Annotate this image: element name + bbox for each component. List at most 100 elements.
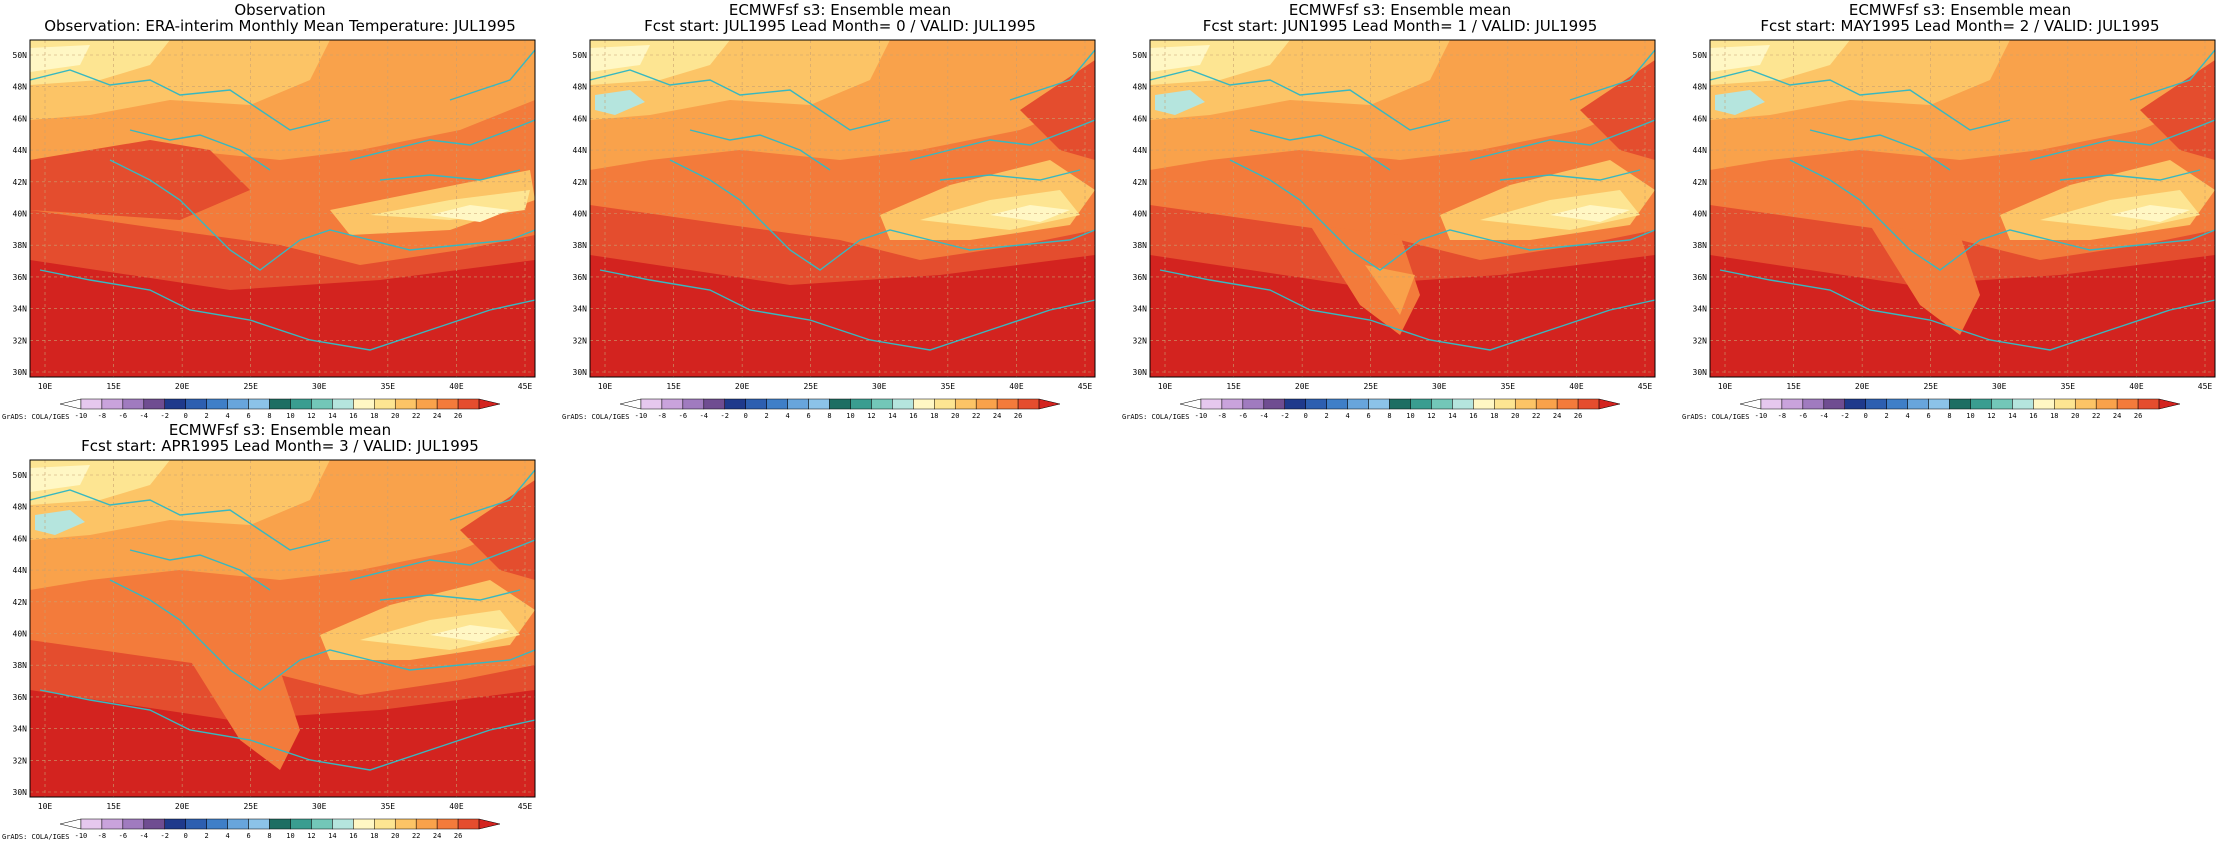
contour-region <box>1715 90 1765 115</box>
lon-label: 25E <box>243 382 258 391</box>
colorbar-label: -2 <box>161 412 169 420</box>
lat-label: 48N <box>1693 83 1708 92</box>
colorbar-label: 18 <box>370 832 378 840</box>
lat-label: 50N <box>1693 51 1708 60</box>
colorbar-label: -8 <box>1778 412 1786 420</box>
contour-region <box>190 660 300 770</box>
colorbar-swatch <box>59 398 82 410</box>
map-frame <box>29 39 536 378</box>
colorbar-swatch <box>394 398 417 410</box>
contour-region <box>595 90 645 115</box>
lat-label: 44N <box>13 566 28 575</box>
contour-region <box>35 510 85 535</box>
lon-label: 15E <box>106 802 121 811</box>
colorbar-swatch <box>101 818 124 830</box>
panel-subtitle: Fcst start: APR1995 Lead Month= 3 / VALI… <box>81 437 479 455</box>
lon-label: 35E <box>381 382 396 391</box>
coastline <box>1249 129 1391 171</box>
colorbar-label: 4 <box>226 412 230 420</box>
temperature-field <box>30 460 535 797</box>
lon-label: 20E <box>175 382 190 391</box>
lon-label: 10E <box>1158 382 1173 391</box>
lon-label: 30E <box>1432 382 1447 391</box>
colorbar-swatch <box>394 818 417 830</box>
map-frame <box>589 39 1096 378</box>
colorbar-label: 18 <box>370 412 378 420</box>
colorbar-swatch <box>122 818 145 830</box>
coastline <box>1789 159 1981 271</box>
colorbar-swatch <box>1823 398 1846 410</box>
coastline <box>599 269 1095 351</box>
colorbar-label: 12 <box>307 412 315 420</box>
colorbar-label: -6 <box>1799 412 1807 420</box>
colorbar-swatch <box>290 818 312 830</box>
coastline <box>1809 129 1951 171</box>
coastline <box>379 589 521 601</box>
colorbar-label: 10 <box>1966 412 1974 420</box>
lon-label: 35E <box>941 382 956 391</box>
lon-label: 35E <box>2061 382 2076 391</box>
colorbar-swatch <box>311 818 333 830</box>
lat-label: 34N <box>1693 305 1708 314</box>
colorbar-swatch <box>80 818 103 830</box>
lon-label: 40E <box>2129 382 2144 391</box>
colorbar-swatch <box>164 398 186 410</box>
lat-label: 36N <box>1133 273 1148 282</box>
colorbar-swatch <box>1865 398 1887 410</box>
lat-label: 34N <box>1133 305 1148 314</box>
lat-label: 46N <box>13 114 28 123</box>
colorbar-swatch <box>2095 398 2118 410</box>
colorbar-swatch <box>1410 398 1432 410</box>
colorbar-swatch <box>478 818 501 830</box>
lon-label: 30E <box>312 802 327 811</box>
lon-label: 30E <box>872 382 887 391</box>
colorbar-swatch <box>185 818 207 830</box>
colorbar-swatch <box>415 818 438 830</box>
colorbar-label: 24 <box>1553 412 1561 420</box>
lat-label: 38N <box>1693 241 1708 250</box>
colorbar-label: -10 <box>75 832 88 840</box>
lon-label: 20E <box>175 802 190 811</box>
coastline <box>349 539 535 581</box>
colorbar-label: -2 <box>1841 412 1849 420</box>
colorbar-label: 22 <box>2092 412 2100 420</box>
temperature-field <box>590 40 1095 377</box>
colorbar-swatch <box>164 818 186 830</box>
lat-label: 44N <box>1693 146 1708 155</box>
colorbar-label: 2 <box>205 412 209 420</box>
lat-label: 34N <box>573 305 588 314</box>
panel-title: ECMWFsf s3: Ensemble mean <box>1848 1 2072 19</box>
lon-label: 45E <box>1078 382 1093 391</box>
coastline <box>1499 169 1641 181</box>
colorbar-swatch <box>703 398 726 410</box>
lat-label: 32N <box>13 756 28 765</box>
lat-label: 42N <box>573 178 588 187</box>
lon-label: 40E <box>1009 382 1024 391</box>
colorbar-label: 20 <box>1511 412 1519 420</box>
colorbar-swatch <box>975 398 998 410</box>
lat-label: 46N <box>13 534 28 543</box>
lat-label: 32N <box>13 336 28 345</box>
lon-label: 45E <box>2198 382 2213 391</box>
coastline <box>1229 159 1421 271</box>
lat-label: 30N <box>13 368 28 377</box>
lon-label: 25E <box>243 802 258 811</box>
colorbar-label: 20 <box>2071 412 2079 420</box>
colorbar-label: -6 <box>119 412 127 420</box>
lat-label: 50N <box>1133 51 1148 60</box>
colorbar-swatch <box>913 398 935 410</box>
colorbar-swatch <box>290 398 312 410</box>
colorbar-label: -8 <box>658 412 666 420</box>
colorbar-label: 26 <box>2134 412 2142 420</box>
colorbar-label: -10 <box>635 412 648 420</box>
lat-label: 48N <box>573 83 588 92</box>
colorbar-swatch <box>1347 398 1369 410</box>
lat-label: 36N <box>13 693 28 702</box>
colorbar-label: 6 <box>1926 412 1930 420</box>
panel-title: Observation <box>234 1 326 19</box>
lat-label: 46N <box>1693 114 1708 123</box>
map-canvas: 50N 48N 46N 44N 42N 40N 38N 36N 34N 32N 30N 10E 15E 2… <box>1693 39 2216 420</box>
lat-label: 44N <box>573 146 588 155</box>
map-panel: Observation Observation: ERA-interim Mont… <box>0 0 560 421</box>
colorbar-swatch <box>1242 398 1265 410</box>
